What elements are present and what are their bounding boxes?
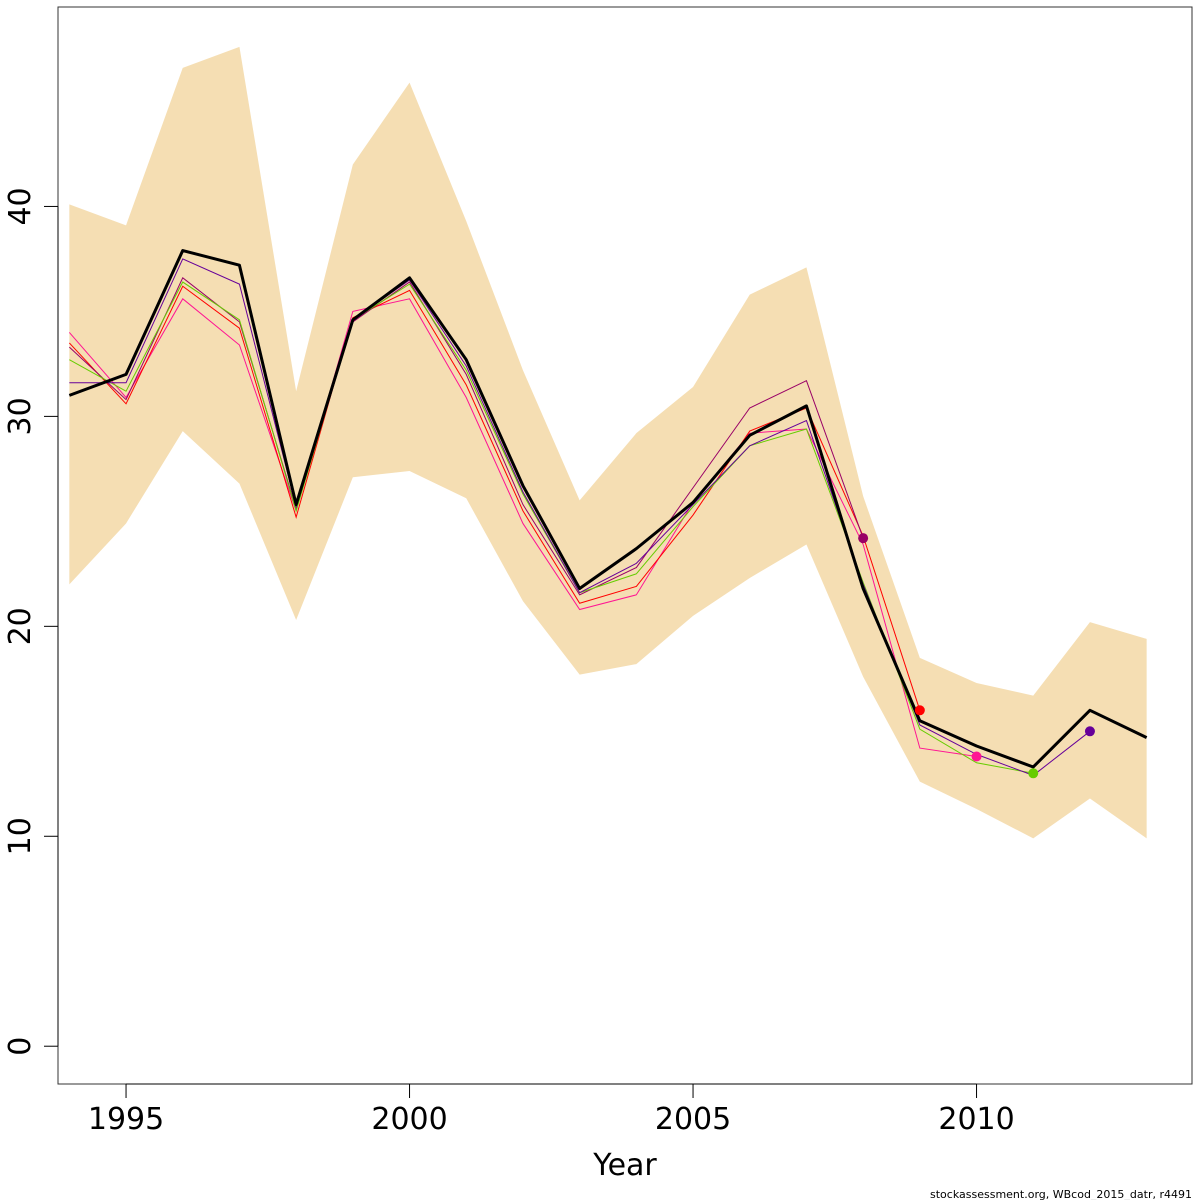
x-tick-label-2005: 2005	[655, 1102, 731, 1137]
main-series-line	[68, 249, 1148, 769]
retro-end-point-1	[971, 751, 982, 762]
x-tick-label-2000: 2000	[371, 1102, 447, 1137]
y-tick-label-40: 40	[3, 187, 38, 225]
confidence-band-layer	[69, 46, 1147, 839]
main-series-layer	[68, 249, 1148, 769]
y-tick-label-20: 20	[3, 607, 38, 645]
retro-end-point-2	[914, 705, 925, 716]
y-tick-label-30: 30	[3, 397, 38, 435]
x-axis-title: Year	[592, 1148, 657, 1183]
confidence-band	[69, 46, 1147, 839]
end-points-layer	[858, 533, 1095, 779]
credit-text: stockassessment.org, WBcod_2015_datr, r4…	[930, 1188, 1192, 1200]
y-tick-label-0: 0	[3, 1037, 38, 1056]
retro-series-line-3	[69, 277, 864, 596]
y-tick-label-10: 10	[3, 817, 38, 855]
x-axis: 1995 2000 2005 2010	[88, 1083, 1015, 1137]
retro-end-point-5	[1084, 726, 1095, 737]
retro-end-point-3	[858, 533, 869, 544]
x-tick-label-2010: 2010	[938, 1102, 1014, 1137]
y-axis: 0 10 20 30 40	[3, 187, 59, 1056]
retro-end-point-4	[1028, 768, 1039, 779]
retro-series-line-5	[69, 258, 1091, 776]
x-tick-label-1995: 1995	[88, 1102, 164, 1137]
